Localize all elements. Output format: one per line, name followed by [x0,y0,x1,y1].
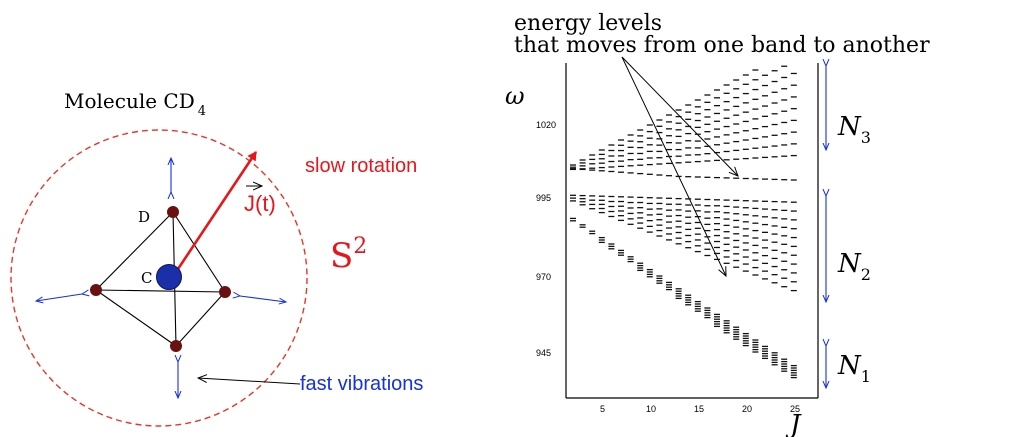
molecule-title: Molecule CD 4 [64,89,206,119]
x-tick-label: 5 [600,404,605,414]
deuterium-atom-right [219,286,231,298]
y-tick-label: 1020 [536,120,556,130]
svg-text:N3: N3 [837,112,871,147]
vibration-arrows [36,158,286,398]
x-tick-label: 20 [742,404,752,414]
plot-frame [565,63,819,399]
molecule-panel: Molecule CD 4 D C [10,89,423,427]
band-label-3: N3 [837,112,871,147]
band-label-1: N1 [837,351,871,386]
x-axis-label: J [785,410,802,437]
y-tick-label: 970 [536,272,551,282]
deuterium-label: D [138,208,150,226]
annotation-pointers [621,56,738,276]
annotation-line-2: that moves from one band to another [514,33,930,58]
sphere-outline [10,129,308,427]
x-tick-label: 10 [646,404,656,414]
band-label-2: N2 [837,249,871,284]
vibration-label: fast vibrations [300,373,423,395]
annotation-line-1: energy levels [514,11,662,36]
carbon-label: C [141,269,152,287]
sphere-label: S2 [330,234,367,276]
vibration-pointer [198,378,301,385]
x-tick-label: 25 [790,404,800,414]
deuterium-atom-bottom [170,340,182,352]
svg-text:N1: N1 [837,351,871,386]
vector-label: J(t) [244,186,276,216]
energy-level-marks [570,65,797,379]
deuterium-atom-left [90,284,102,296]
x-tick-label: 15 [694,404,704,414]
rotation-label: slow rotation [305,155,417,177]
y-tick-label: 945 [536,348,551,358]
y-axis-label: ω [505,82,525,110]
svg-text:N2: N2 [837,249,871,284]
carbon-atom [156,264,182,290]
rotation-vector [170,151,258,279]
molecule-bonds [95,211,226,347]
svg-text:J(t): J(t) [244,191,276,216]
deuterium-atom-top [167,206,179,218]
y-tick-label: 995 [536,193,551,203]
spectrum-panel: energy levels that moves from one band t… [505,11,930,437]
